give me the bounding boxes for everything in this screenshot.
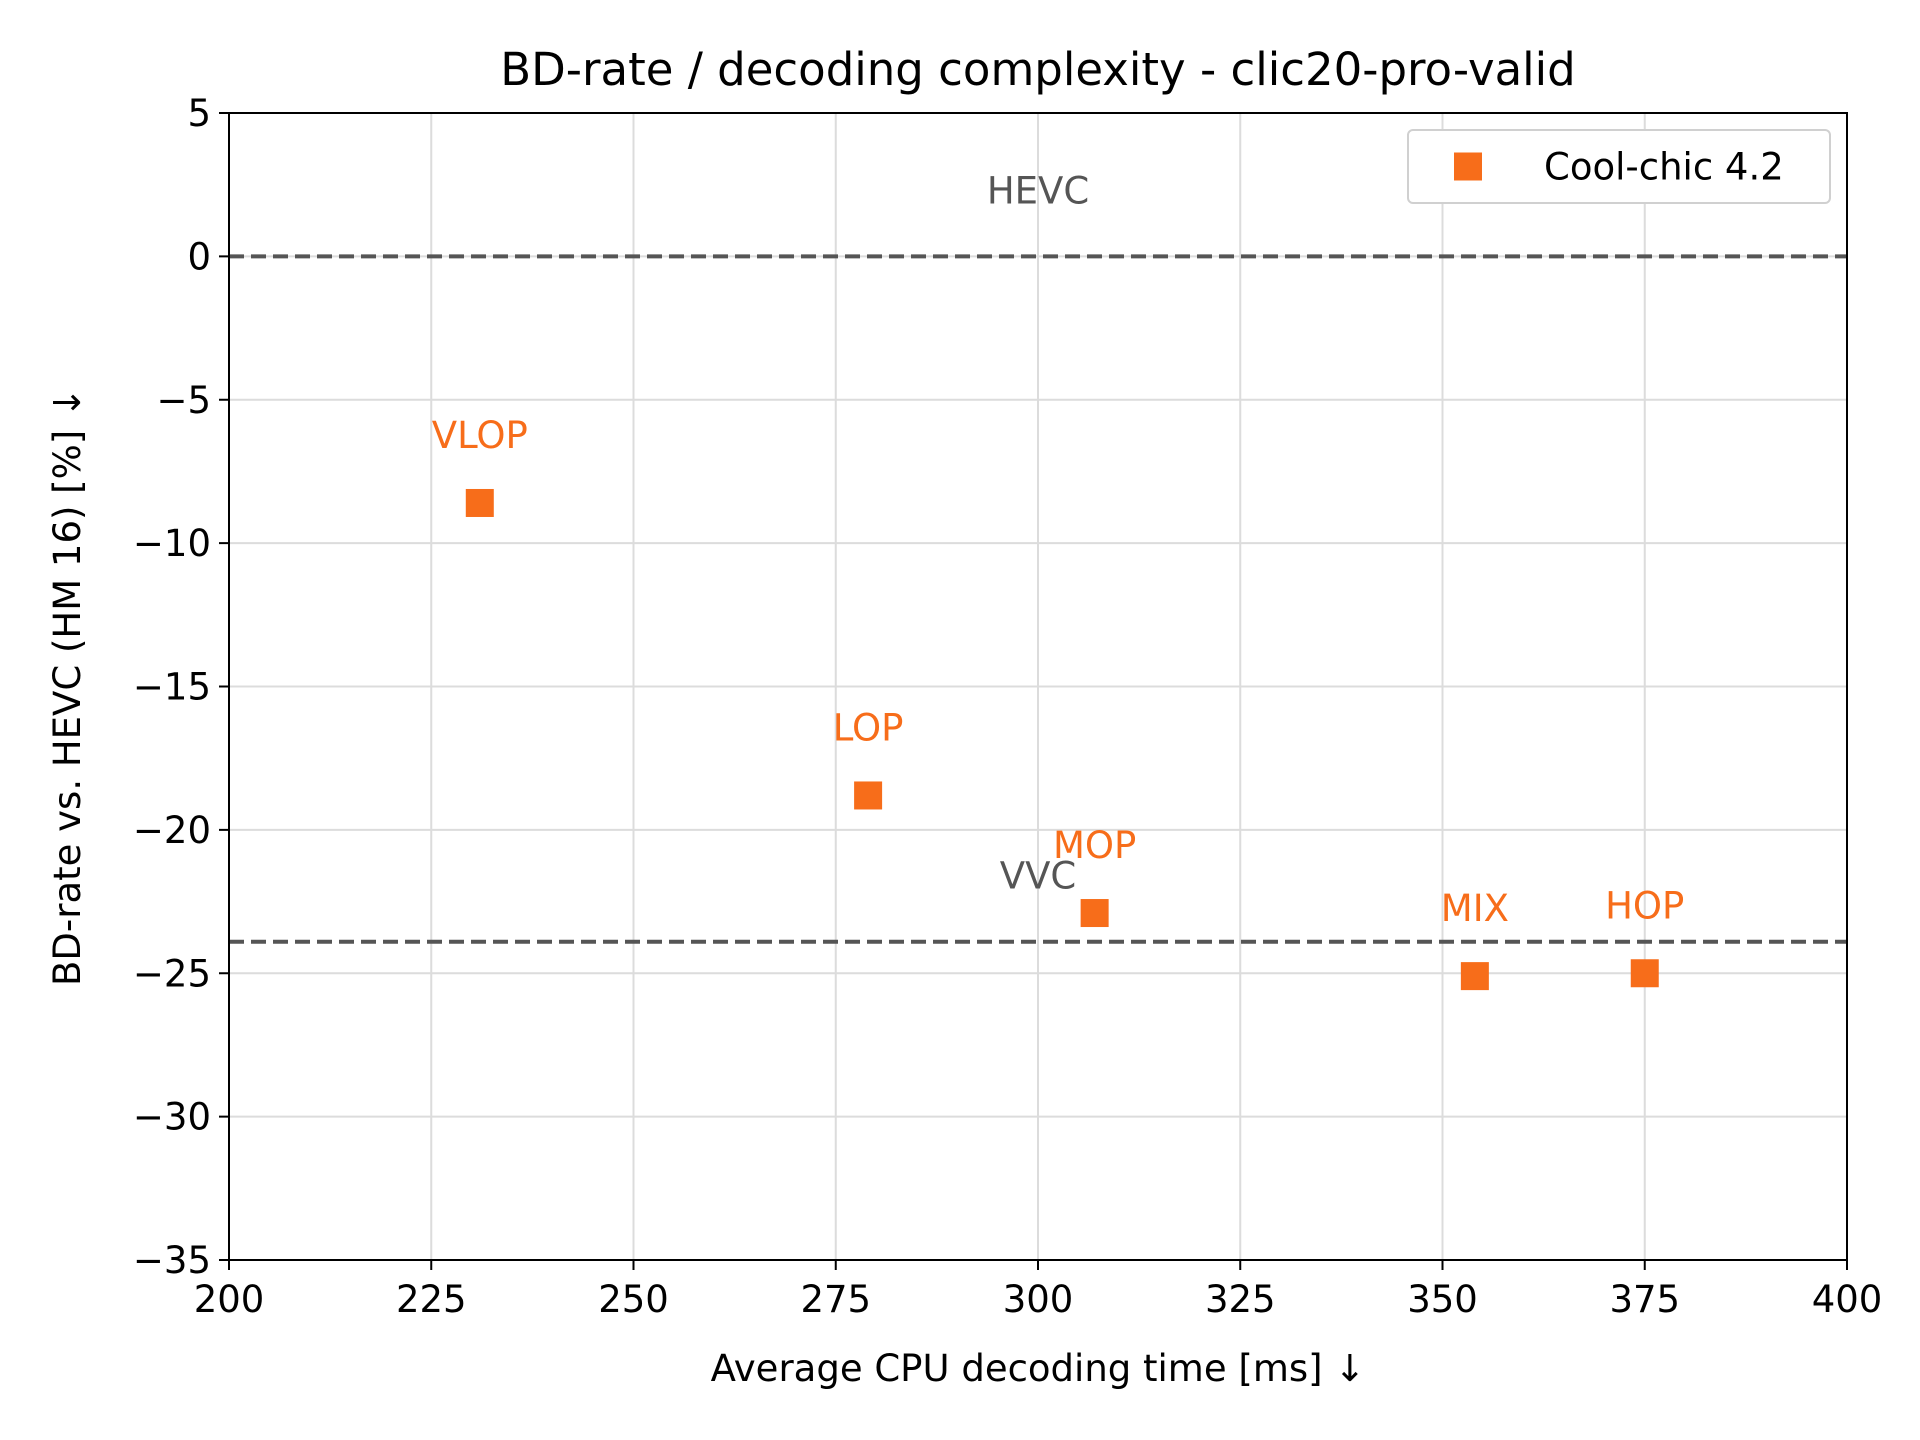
x-tick-label: 200	[194, 1278, 265, 1321]
x-tick-label: 300	[1003, 1278, 1074, 1321]
x-tick-label: 375	[1609, 1278, 1680, 1321]
y-tick-label: −10	[133, 522, 211, 565]
y-tick-label: −15	[133, 666, 211, 709]
point-label-mop: MOP	[1053, 824, 1136, 867]
legend: Cool-chic 4.2	[1407, 129, 1831, 204]
axis-ticks: 200 225 250 275 300 325 350 375 400 5 0 −5 −10 −15 −20…	[133, 92, 1882, 1321]
point-label-lop: LOP	[833, 706, 904, 749]
point-label-mix: MIX	[1441, 887, 1509, 930]
point-label-vlop: VLOP	[432, 414, 528, 457]
y-axis-title: BD-rate vs. HEVC (HM 16) [%] ↓	[46, 387, 89, 986]
x-tick-label: 400	[1812, 1278, 1883, 1321]
x-tick-label: 275	[800, 1278, 871, 1321]
data-point-mop	[1080, 899, 1109, 928]
x-axis-title: Average CPU decoding time [ms] ↓	[711, 1347, 1366, 1390]
legend-marker-square	[1454, 152, 1482, 181]
y-tick-label: −30	[133, 1096, 211, 1139]
x-tick-label: 350	[1407, 1278, 1478, 1321]
y-tick-label: 0	[187, 235, 211, 278]
x-tick-label: 225	[396, 1278, 467, 1321]
x-tick-label: 250	[598, 1278, 669, 1321]
y-tick-label: −20	[133, 809, 211, 852]
data-point-hop	[1630, 959, 1659, 988]
grid	[228, 112, 1848, 1261]
legend-box	[1407, 129, 1831, 204]
y-tick-label: −35	[133, 1239, 211, 1282]
point-label-hop: HOP	[1605, 884, 1684, 927]
y-tick-label: −25	[133, 952, 211, 995]
reference-label-hevc: HEVC	[987, 169, 1089, 212]
reference-lines: HEVC VVC	[229, 169, 1847, 944]
data-point-mix	[1460, 962, 1489, 991]
y-tick-label: 5	[187, 92, 211, 135]
chart-title: BD-rate / decoding complexity - clic20-p…	[500, 43, 1575, 96]
reference-label-vvc: VVC	[1000, 855, 1076, 898]
x-tick-label: 325	[1205, 1278, 1276, 1321]
y-tick-label: −5	[156, 379, 211, 422]
data-point-lop	[854, 781, 883, 810]
data-points: VLOP LOP MOP MIX HOP	[432, 414, 1684, 991]
legend-label: Cool-chic 4.2	[1544, 146, 1784, 189]
data-point-vlop	[465, 488, 494, 517]
